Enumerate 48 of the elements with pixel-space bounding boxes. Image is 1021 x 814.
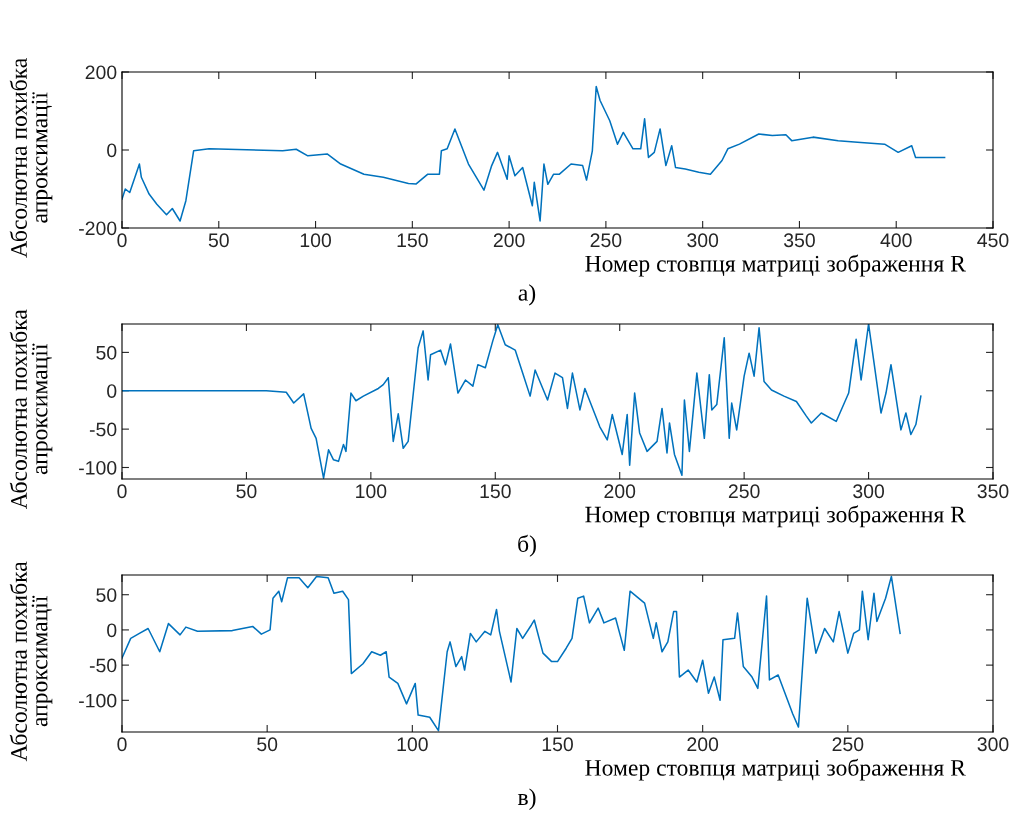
x-tick-label: 250 bbox=[832, 737, 864, 752]
x-tick-label: 0 bbox=[117, 484, 127, 499]
x-tick-label: 100 bbox=[397, 737, 428, 752]
x-tick-label: 0 bbox=[117, 233, 127, 248]
line-series bbox=[122, 85, 946, 222]
x-axis-title: Номер стовпця матриці зображення R bbox=[585, 758, 966, 781]
y-tick-label: -200 bbox=[79, 221, 117, 236]
x-tick-label: 300 bbox=[687, 233, 719, 248]
y-tick-label: -50 bbox=[89, 422, 117, 437]
x-tick-label: 300 bbox=[977, 737, 1009, 752]
x-tick-label: 0 bbox=[117, 737, 127, 752]
x-tick-label: 150 bbox=[542, 737, 573, 752]
text: а) bbox=[518, 284, 536, 306]
text: б) bbox=[518, 534, 536, 557]
x-tick-label: 200 bbox=[604, 484, 636, 499]
y-tick-label: -100 bbox=[79, 693, 117, 708]
text: в) bbox=[517, 788, 536, 810]
y-axis-title: Абсолютна похибка апроксимації bbox=[9, 309, 53, 510]
line-series bbox=[122, 324, 922, 479]
x-tick-label: 50 bbox=[208, 233, 229, 248]
x-tick-label: 350 bbox=[783, 233, 815, 248]
x-tick-label: 150 bbox=[480, 484, 511, 499]
y-axis-title: Абсолютна похибка апроксимації bbox=[9, 561, 53, 762]
line-series bbox=[122, 575, 901, 732]
x-tick-label: 100 bbox=[300, 233, 332, 248]
y-tick-label: 50 bbox=[96, 345, 117, 360]
y-tick-label: -100 bbox=[79, 460, 117, 475]
y-tick-label: 50 bbox=[96, 588, 117, 602]
x-tick-label: 100 bbox=[356, 484, 387, 499]
x-tick-label: 250 bbox=[728, 484, 760, 499]
y-tick-label: 0 bbox=[107, 143, 117, 158]
x-tick-label: 50 bbox=[236, 484, 257, 499]
y-tick-label: 0 bbox=[107, 384, 117, 398]
x-axis-title: Номер стовпця матриці зображення R bbox=[585, 505, 966, 528]
x-tick-label: 50 bbox=[257, 737, 278, 752]
x-tick-label: 300 bbox=[853, 484, 885, 499]
x-tick-label: 250 bbox=[590, 233, 622, 248]
y-tick-label: 200 bbox=[85, 65, 117, 80]
y-tick-label: -50 bbox=[89, 658, 117, 673]
y-tick-label: 0 bbox=[107, 623, 117, 638]
x-tick-label: 150 bbox=[397, 233, 428, 248]
x-tick-label: 200 bbox=[493, 233, 525, 248]
x-tick-label: 350 bbox=[977, 484, 1009, 499]
x-tick-label: 400 bbox=[880, 233, 912, 248]
x-axis-title: Номер стовпця матриці зображення R bbox=[585, 254, 966, 277]
x-tick-label: 200 bbox=[687, 737, 719, 752]
y-axis-title: Абсолютна похибка апроксимації bbox=[9, 58, 53, 258]
x-tick-label: 450 bbox=[977, 233, 1009, 248]
